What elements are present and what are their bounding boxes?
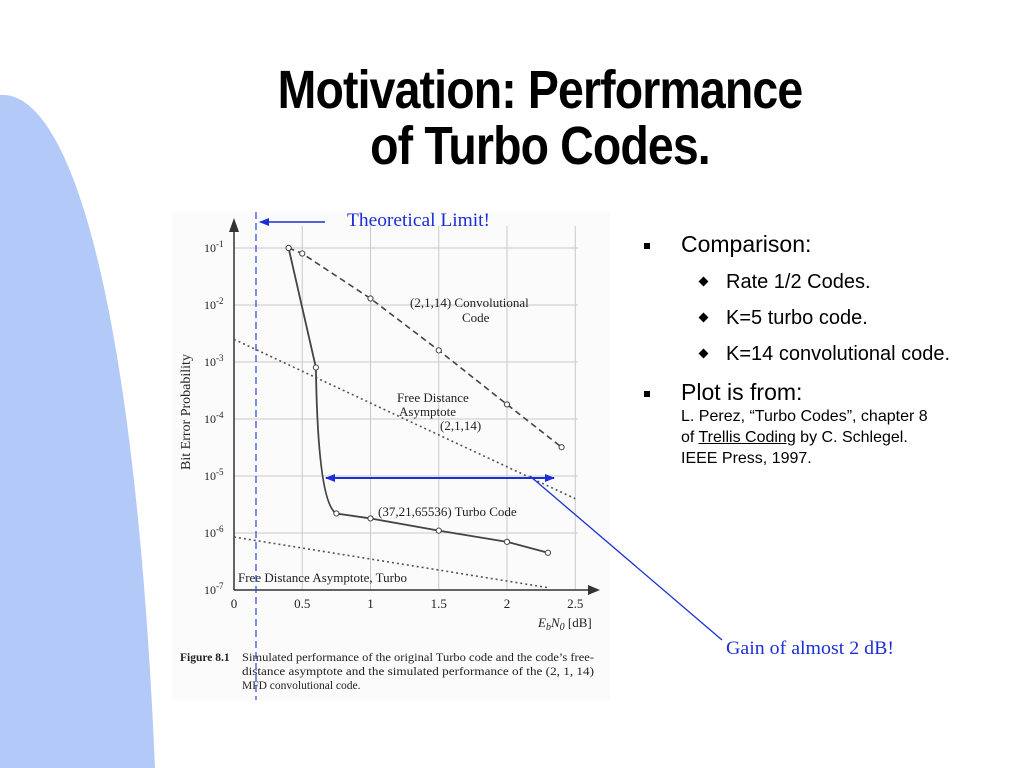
citation: L. Perez, “Turbo Codes”, chapter 8 of Tr… (681, 406, 1020, 469)
y-tick-base: 10 (204, 469, 216, 483)
y-tick-base: 10 (204, 412, 216, 426)
data-point (503, 538, 511, 545)
label-fda-line3: (2,1,14) (440, 418, 481, 433)
y-tick-exponent: -5 (216, 467, 224, 477)
data-point (435, 527, 442, 534)
label-conv-line2: Code (462, 310, 490, 325)
gain-label: Gain of almost 2 dB! (726, 638, 894, 659)
title-line-1: Motivation: Performance (277, 60, 804, 120)
x-tick-label: 2 (504, 596, 511, 611)
y-tick-label: 10-7 (204, 581, 224, 597)
diamond-bullet-icon (698, 276, 709, 287)
x-tick-label: 1.5 (431, 596, 447, 611)
data-point (285, 244, 292, 252)
caption-line3: MFD convolutional code. (242, 680, 361, 692)
gain-pointer-line (529, 475, 723, 641)
bullet-text: Comparison: (681, 231, 812, 257)
bullet-list: Comparison: Rate 1/2 Codes. K=5 turbo co… (640, 230, 1020, 469)
y-tick-label: 10-2 (204, 296, 224, 312)
label-fda-line1: Free Distance (397, 390, 469, 405)
data-point (312, 364, 319, 371)
bullet-comparison: Comparison: (640, 230, 1020, 258)
y-tick-labels: 10-110-210-310-410-510-610-7 (204, 239, 224, 597)
x-label-b: b (546, 622, 551, 633)
diamond-bullet-icon (698, 312, 709, 323)
data-point (333, 510, 340, 517)
citation-line-3: IEEE Press, 1997. (681, 450, 812, 467)
label-fda-turbo: Free Distance Asymptote, Turbo (238, 570, 407, 585)
label-fda-line2: Asymptote (399, 404, 456, 419)
citation-line-1: L. Perez, “Turbo Codes”, chapter 8 (681, 408, 928, 425)
square-bullet-icon (644, 243, 650, 249)
x-label-0: 0 (560, 622, 565, 633)
data-point (367, 515, 374, 522)
caption-label: Figure 8.1 (180, 652, 230, 664)
x-axis-label: EbN0 [dB] (537, 615, 592, 633)
diamond-bullet-icon (698, 348, 709, 359)
y-axis-label: Bit Error Probability (179, 354, 194, 470)
y-tick-label: 10-5 (204, 467, 224, 483)
sub-bullet-rate: Rate 1/2 Codes. (640, 270, 1020, 294)
x-label-e: E (537, 615, 546, 630)
y-tick-exponent: -3 (216, 353, 224, 363)
data-point (367, 295, 374, 302)
y-tick-exponent: -1 (216, 239, 224, 249)
square-bullet-icon (644, 391, 650, 397)
bullet-plot-source: Plot is from: L. Perez, “Turbo Codes”, c… (640, 378, 1020, 469)
y-tick-exponent: -2 (216, 296, 224, 306)
caption-line1: Simulated performance of the original Tu… (242, 652, 594, 664)
series-group (233, 244, 576, 589)
y-tick-base: 10 (204, 241, 216, 255)
data-point (435, 347, 442, 354)
x-label-unit: [dB] (565, 615, 592, 630)
x-tick-label: 0.5 (294, 596, 310, 611)
bullet-text: Plot is from: (681, 379, 803, 405)
citation-line-2: of Trellis Coding by C. Schlegel. (681, 427, 1020, 448)
theoretical-limit-label: Theoretical Limit! (347, 210, 490, 231)
caption-line2: distance asymptote and the simulated per… (242, 666, 594, 678)
y-tick-base: 10 (204, 355, 216, 369)
series-line-3 (233, 536, 549, 589)
data-point (299, 250, 306, 257)
y-tick-label: 10-3 (204, 353, 224, 369)
citation-book-title: Trellis Coding (698, 429, 796, 446)
series-line-2 (287, 247, 549, 554)
x-tick-label: 0 (231, 596, 238, 611)
data-point (558, 444, 565, 451)
y-tick-exponent: -7 (216, 581, 224, 591)
x-tick-labels: 0 0.5 1 1.5 2 2.5 (231, 596, 584, 611)
sub-bullet-text: Rate 1/2 Codes. (726, 271, 871, 293)
data-point (503, 401, 511, 408)
sub-bullet-turbo: K=5 turbo code. (640, 306, 1020, 330)
sub-bullet-text: K=14 convolutional code. (726, 343, 951, 365)
y-tick-base: 10 (204, 526, 216, 540)
x-label-n: N (550, 615, 561, 630)
figure-backdrop (172, 212, 610, 700)
citation-author: by C. Schlegel. (795, 429, 908, 446)
x-tick-label: 2.5 (567, 596, 583, 611)
y-tick-label: 10-4 (204, 410, 224, 426)
y-tick-base: 10 (204, 298, 216, 312)
sub-bullet-conv: K=14 convolutional code. (640, 342, 1020, 366)
y-tick-label: 10-6 (204, 524, 224, 540)
label-turbo: (37,21,65536) Turbo Code (378, 504, 517, 519)
y-tick-exponent: -4 (216, 410, 224, 420)
y-tick-base: 10 (204, 583, 216, 597)
x-axis-arrow (588, 585, 600, 595)
label-conv-line1: (2,1,14) Convolutional (410, 295, 529, 310)
y-tick-label: 10-1 (204, 239, 224, 255)
citation-of: of (681, 429, 699, 446)
page-title: Motivation: Performance of Turbo Codes. (222, 62, 858, 174)
sub-bullet-text: K=5 turbo code. (726, 307, 868, 329)
x-tick-label: 1 (367, 596, 374, 611)
y-axis-arrow (229, 218, 239, 232)
data-point (544, 549, 552, 556)
title-line-2: of Turbo Codes. (370, 116, 711, 176)
y-tick-exponent: -6 (216, 524, 224, 534)
